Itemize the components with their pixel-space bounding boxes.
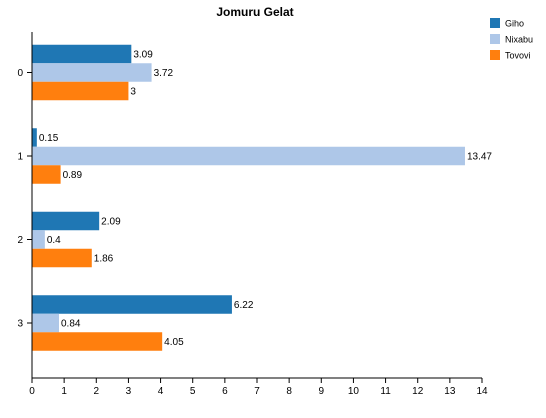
data-label-group: 3.093.72 3 0.15 13.47 0.89 2.09 0.4 1.86 6.22 0.8…: [39, 50, 493, 349]
y-tick-label-3: 3: [17, 319, 23, 330]
x-tick-label-12: 12: [412, 386, 424, 397]
bar-tovovi-2: [32, 248, 92, 268]
legend-swatch-nixabu: [490, 34, 500, 44]
x-tick-label-8: 8: [286, 386, 292, 397]
bar-tovovi-3: [32, 332, 163, 351]
bar-nixabu-0: [32, 63, 152, 82]
x-tick-label-14: 14: [476, 386, 488, 397]
x-tick-label-0: 0: [29, 386, 35, 397]
x-tick-label-4: 4: [158, 386, 164, 397]
data-label-giho-1: 0.15: [39, 133, 59, 144]
legend-swatch-giho: [490, 18, 500, 28]
data-label-nixabu-1: 13.47: [467, 152, 492, 163]
x-tick-label-10: 10: [348, 386, 360, 397]
x-tick-label-6: 6: [222, 386, 228, 397]
bar-giho-2: [32, 211, 100, 231]
bar-giho-1: [32, 128, 37, 147]
data-label-nixabu-3: 0.84: [61, 319, 81, 330]
x-tick-label-5: 5: [190, 386, 196, 397]
y-tick-label-2: 2: [17, 235, 23, 246]
bar-giho-3: [32, 295, 232, 314]
chart-title: Jomuru Gelat: [216, 5, 293, 19]
bar-nixabu-1: [32, 146, 465, 166]
bar-tovovi-0: [32, 81, 129, 101]
data-label-tovovi-3: 4.05: [164, 337, 184, 348]
x-axis-ticks: 0 1 2 3 4 5 6 7 8 9 10 11 12 13 14: [29, 378, 488, 397]
x-tick-label-11: 11: [380, 386, 391, 397]
data-label-tovovi-0: 3: [130, 87, 136, 98]
bar-tovovi-1: [32, 165, 61, 184]
legend-label-nixabu: Nixabu: [505, 35, 533, 45]
x-tick-label-7: 7: [254, 386, 260, 397]
data-label-giho-0: 3.09: [133, 50, 153, 61]
x-tick-label-3: 3: [126, 386, 132, 397]
data-label-tovovi-2: 1.86: [94, 254, 114, 265]
bar-group: [32, 44, 465, 351]
x-tick-label-9: 9: [319, 386, 325, 397]
bar-giho-0: [32, 44, 132, 64]
y-tick-label-1: 1: [17, 152, 23, 163]
x-tick-label-1: 1: [61, 386, 67, 397]
data-label-giho-3: 6.22: [234, 300, 254, 311]
data-label-tovovi-1: 0.89: [63, 170, 83, 181]
y-axis-ticks: 0 1 2 3: [17, 68, 32, 330]
bar-nixabu-2: [32, 230, 45, 249]
legend-label-tovovi: Tovovi: [505, 51, 531, 61]
legend-swatch-tovovi: [490, 50, 500, 60]
data-label-nixabu-0: 3.72: [154, 68, 174, 79]
data-label-giho-2: 2.09: [101, 217, 121, 228]
data-label-nixabu-2: 0.4: [47, 235, 61, 246]
bar-nixabu-3: [32, 313, 59, 333]
x-tick-label-2: 2: [94, 386, 100, 397]
y-tick-label-0: 0: [17, 68, 23, 79]
x-tick-label-13: 13: [444, 386, 456, 397]
legend-label-giho: Giho: [505, 19, 524, 29]
legend: Giho Nixabu Tovovi: [490, 18, 533, 61]
